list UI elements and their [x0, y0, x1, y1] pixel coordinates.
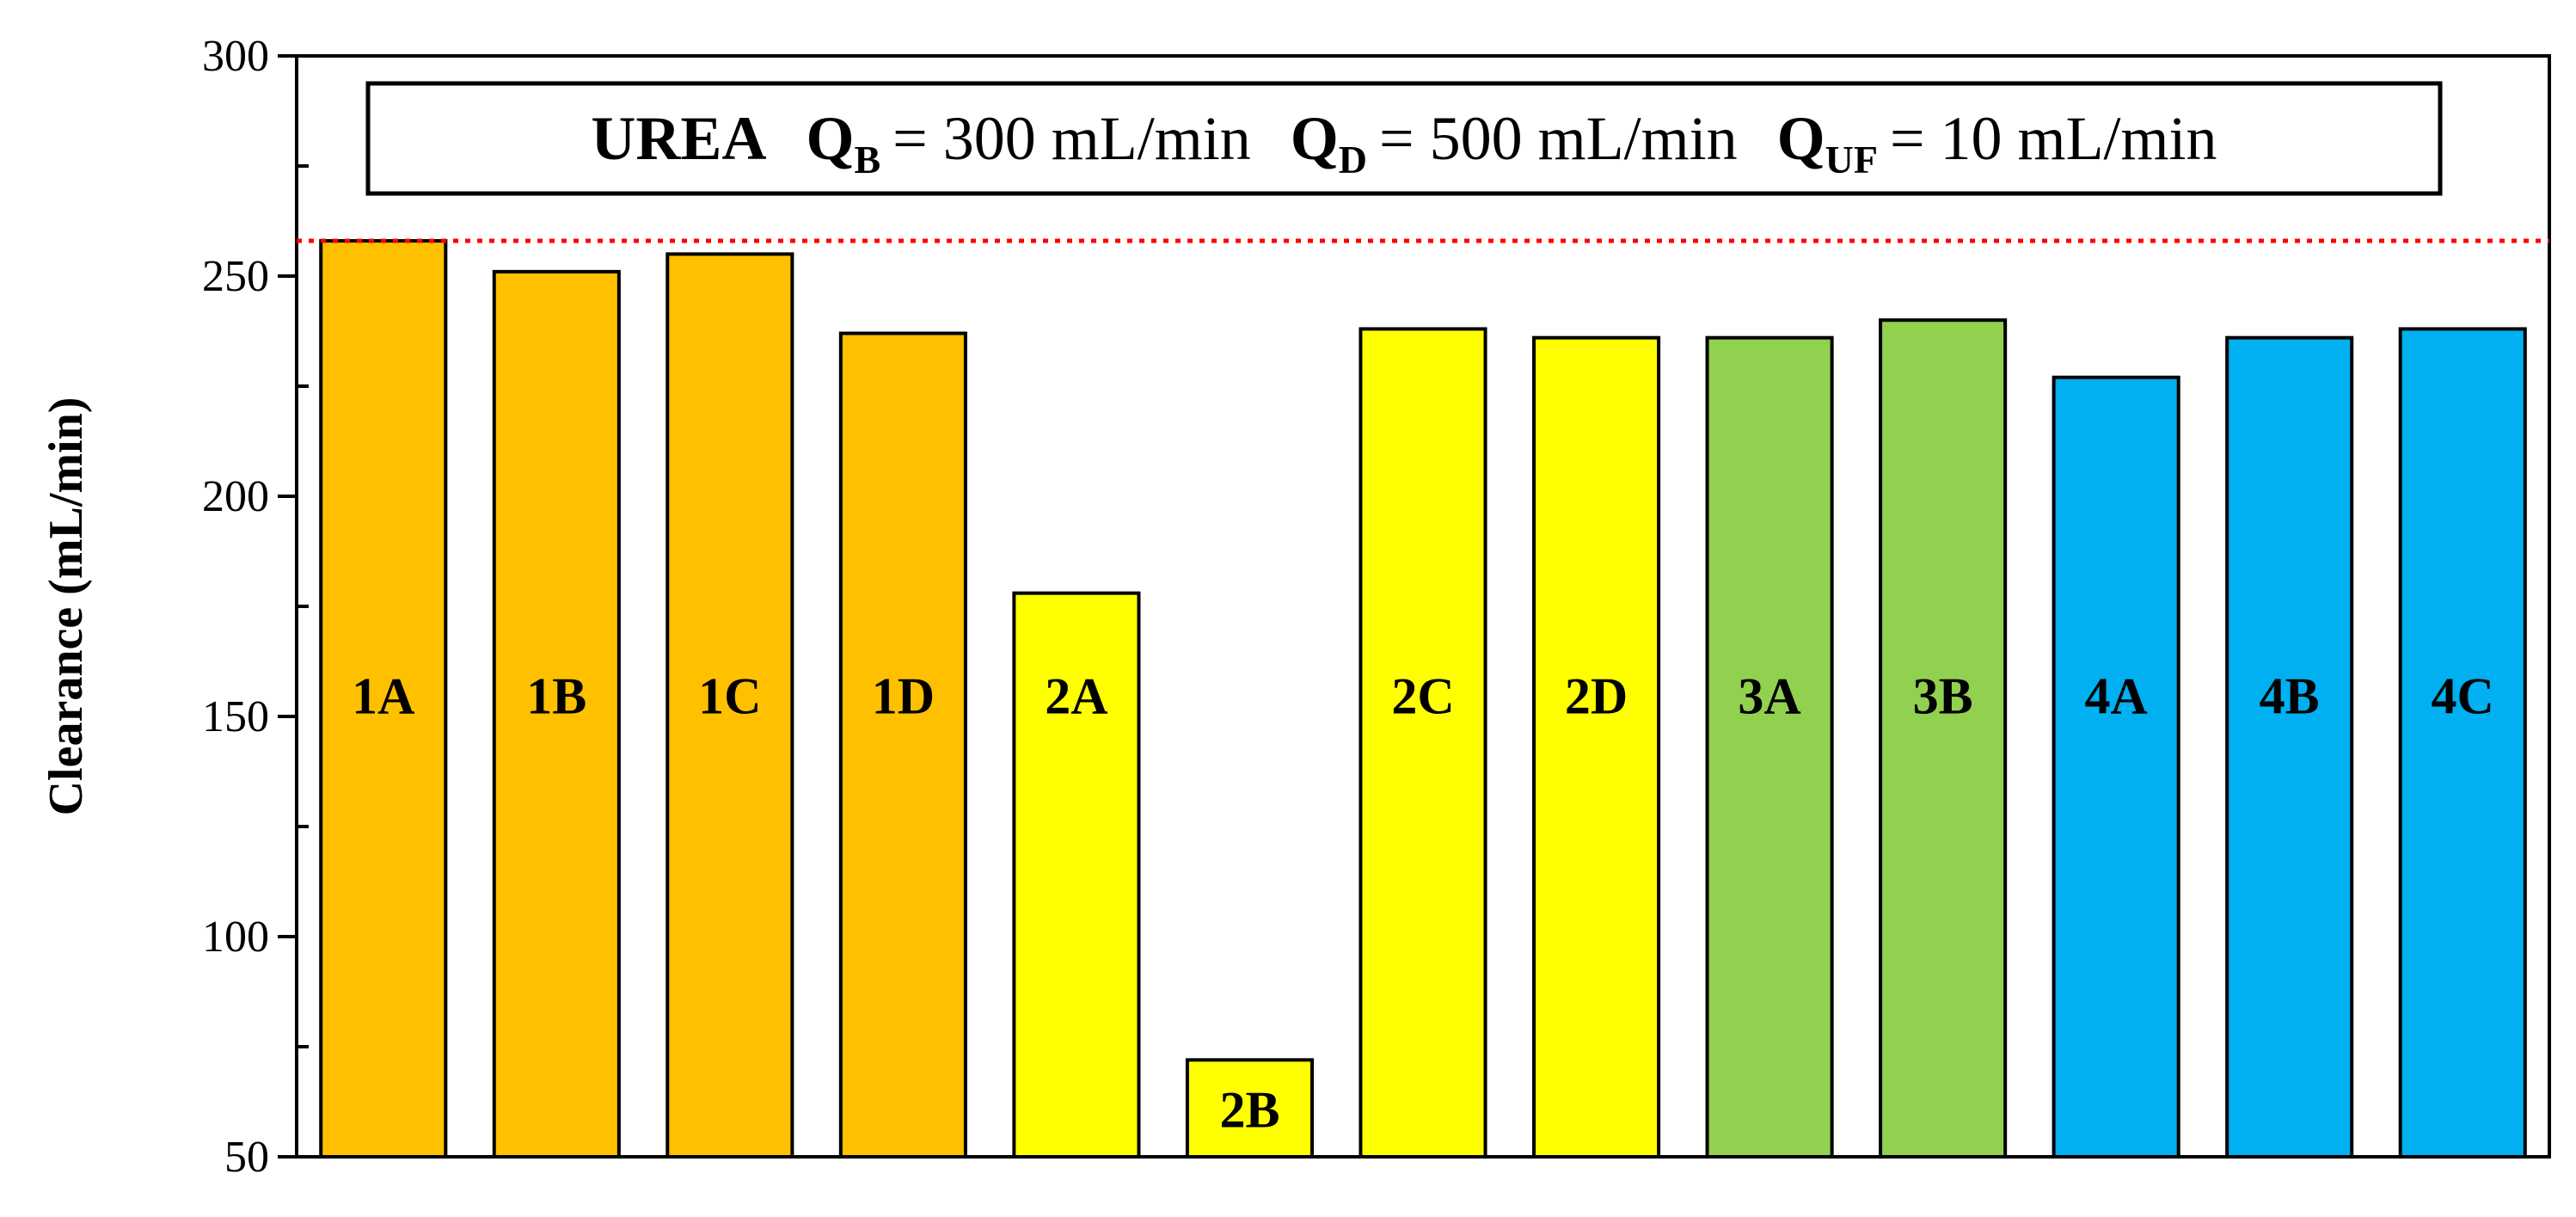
bar-2a: [1012, 591, 1141, 1159]
bar-2b: [1185, 1058, 1315, 1159]
bar-4b: [2225, 335, 2354, 1159]
bar-3b: [1879, 318, 2008, 1159]
bar-label-1b: 1B: [526, 667, 586, 724]
y-tick-label: 50: [224, 1133, 269, 1182]
bar-3a: [1705, 335, 1834, 1159]
legend-quf-value: = 10 mL/min: [1890, 104, 2217, 173]
bar-label-3b: 3B: [1913, 667, 1973, 724]
legend-qb-value: = 300 mL/min: [892, 104, 1251, 173]
legend-text: UREA QB = 300 mL/min QD = 500 mL/min QUF = …: [591, 104, 2217, 181]
legend-qb-sub: B: [854, 138, 880, 181]
bar-4a: [2052, 375, 2180, 1159]
bars-group: [319, 239, 2527, 1159]
legend-quf-sub: UF: [1825, 138, 1878, 181]
y-tick-label: 300: [202, 32, 269, 81]
bar-label-2d: 2D: [1565, 667, 1628, 724]
legend-quf-symbol: Q: [1777, 104, 1825, 173]
y-tick-label: 200: [202, 472, 269, 521]
bar-label-2c: 2C: [1391, 667, 1454, 724]
legend-qd-symbol: Q: [1291, 104, 1339, 173]
bar-label-4c: 4C: [2432, 667, 2494, 724]
legend-solute: UREA: [591, 104, 766, 173]
bar-label-1c: 1C: [698, 667, 761, 724]
bar-label-2a: 2A: [1045, 667, 1107, 724]
bar-label-4b: 4B: [2260, 667, 2320, 724]
y-axis: 50 100 150 200 250 300: [202, 32, 309, 1182]
bar-1b: [492, 269, 621, 1159]
legend-qd-sub: D: [1339, 138, 1367, 181]
bar-1c: [665, 252, 794, 1159]
bar-2d: [1531, 335, 1661, 1159]
y-tick-label: 150: [202, 692, 269, 741]
bar-2c: [1359, 327, 1487, 1159]
bar-4c: [2398, 327, 2527, 1159]
y-axis-title: Clearance (mL/min): [40, 397, 93, 816]
bar-label-1a: 1A: [352, 667, 414, 724]
legend-qb-symbol: Q: [806, 104, 854, 173]
bar-labels-group: 1A 1B 1C 1D 2A 2B 2C 2D 3A 3B 4A 4B 4C: [352, 667, 2494, 1138]
legend-frame: [365, 81, 2443, 196]
y-tick-label: 100: [202, 913, 269, 962]
bar-label-3a: 3A: [1738, 667, 1800, 724]
y-tick-label: 250: [202, 252, 269, 301]
bar-label-2b: 2B: [1219, 1082, 1279, 1139]
legend-box: UREA QB = 300 mL/min QD = 500 mL/min QUF = …: [365, 81, 2443, 196]
bar-label-4a: 4A: [2084, 667, 2147, 724]
legend-qd-value: = 500 mL/min: [1379, 104, 1738, 173]
bar-1d: [838, 331, 967, 1159]
bar-label-1d: 1D: [872, 667, 935, 724]
